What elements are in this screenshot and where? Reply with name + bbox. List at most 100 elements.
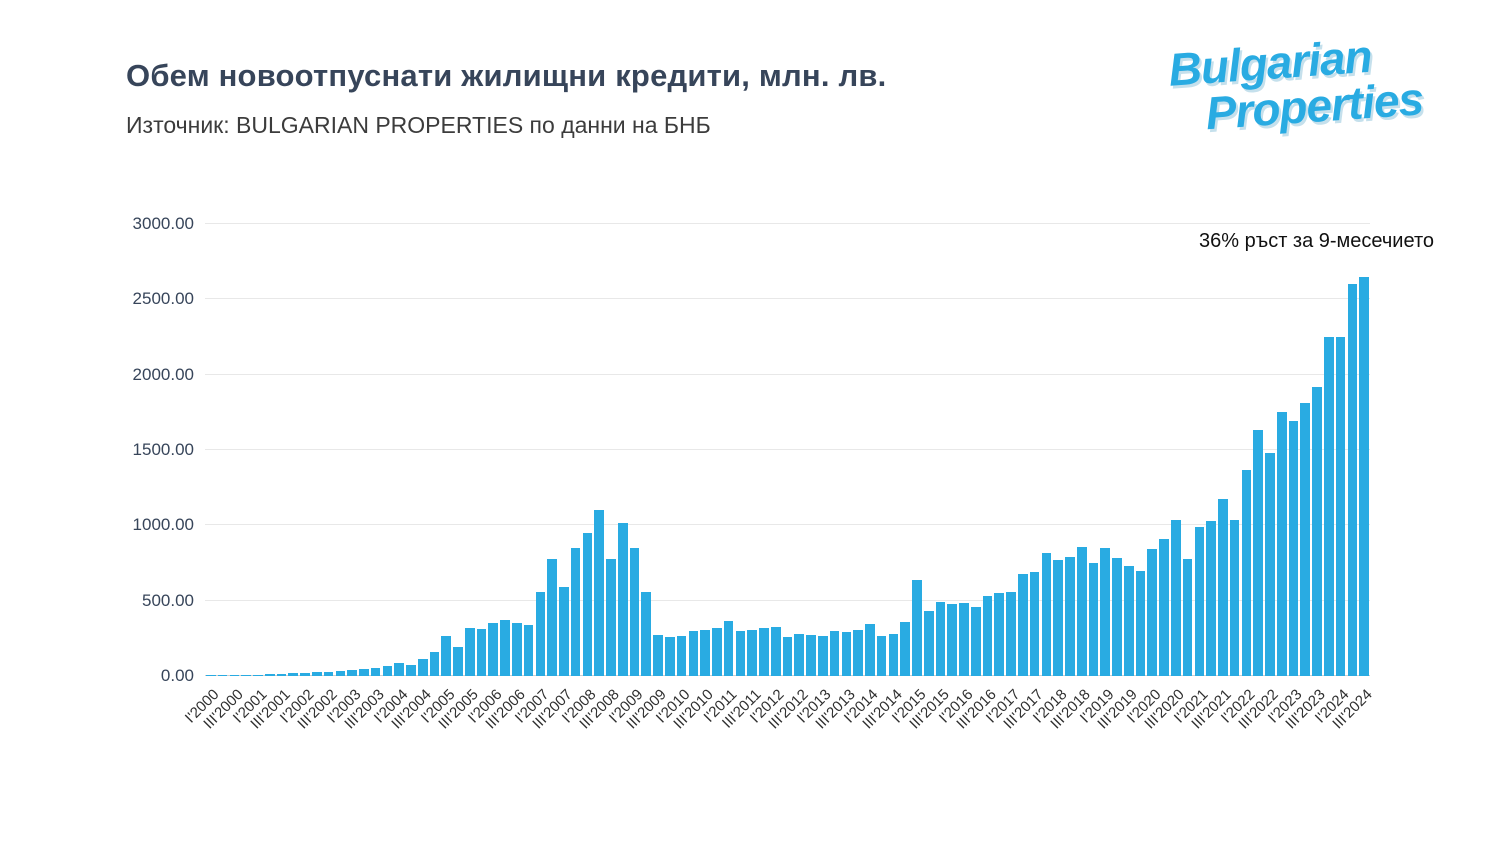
bar-I'2019 [1100,548,1111,676]
bar-III'2012 [794,633,805,676]
bar-II'2008 [594,509,605,676]
bar-IV'2014 [900,622,910,676]
bar-IV'2008 [617,522,628,676]
bar-I'2020 [1147,549,1158,676]
bar-I'2005 [441,636,452,676]
bar-II'2021 [1206,520,1216,676]
chart-subtitle: Източник: BULGARIAN PROPERTIES по данни … [126,112,711,138]
bar-II'2003 [359,669,369,676]
bar-I'2007 [535,591,546,676]
gridline [205,599,1370,601]
bar-IV'2004 [429,651,440,676]
bar-IV'2016 [994,593,1005,676]
bar-II'2009 [641,591,652,676]
plot-area [205,223,1370,676]
bar-IV'2006 [523,625,534,676]
bar-I'2023 [1288,421,1299,676]
bar-III'2020 [1171,519,1181,676]
bar-I'2017 [1006,591,1016,676]
y-axis-labels: 0.00 500.00 1000.00 1500.00 2000.00 2500.00 30… [0,214,194,685]
bar-II'2024 [1347,284,1358,676]
bar-IV'2012 [806,635,816,676]
bar-II'2016 [970,606,981,676]
bar-II'2018 [1065,557,1075,676]
y-axis-tick-label: 500.00 [142,590,194,610]
bar-III'2000 [229,675,240,676]
gridline [205,298,1370,300]
bar-IV'2013 [853,629,863,676]
bar-IV'2015 [947,603,958,676]
bar-II'2017 [1018,573,1028,676]
bar-III'2023 [1312,386,1322,676]
bar-II'2015 [923,610,934,676]
bar-III'2018 [1076,546,1087,676]
bar-IV'2000 [241,674,251,676]
bar-II'2012 [782,636,793,676]
bar-III'2002 [323,671,334,676]
bar-III'2004 [417,658,428,676]
bar-III'2006 [512,622,522,676]
bar-II'2002 [311,672,322,676]
bar-I'2022 [1241,470,1252,676]
bar-IV'2018 [1088,563,1099,676]
bar-III'2010 [700,630,710,676]
y-axis-tick-label: 2000.00 [132,364,194,384]
bar-II'2004 [406,665,416,676]
bar-IV'2023 [1323,337,1334,676]
gridline [205,524,1370,526]
bar-II'2011 [735,631,746,676]
bar-IV'2022 [1276,412,1287,676]
brand-logo: Bulgarian Properties [1167,30,1426,139]
bar-III'2014 [888,633,899,676]
bar-III'2007 [559,586,569,676]
bar-IV'2020 [1182,558,1193,676]
bar-I'2000 [206,675,216,676]
bar-III'2003 [370,667,381,676]
bar-II'2022 [1253,430,1264,676]
bar-I'2002 [300,673,310,676]
bar-I'2012 [770,626,781,676]
chart-title: Обем новоотпуснати жилищни кредити, млн.… [126,58,887,93]
bar-IV'2007 [570,547,581,676]
bar-II'2006 [500,619,510,676]
y-axis-tick-label: 1500.00 [132,440,194,459]
bar-IV'2009 [664,636,675,676]
bar-I'2011 [723,621,734,676]
annotation-label: 36% ръст за 9-месечието [1199,230,1434,252]
bar-III'2008 [606,558,616,676]
bar-IV'2019 [1135,570,1146,676]
bar-IV'2011 [759,628,769,676]
bar-I'2021 [1194,527,1205,676]
bar-I'2008 [582,532,593,676]
brand-logo-line2: Properties [1204,71,1426,139]
y-axis-tick-label: 1000.00 [132,515,194,535]
bar-II'2019 [1112,558,1122,676]
bar-IV'2003 [382,666,393,676]
bar-IV'2010 [712,628,722,676]
y-axis-tick-label: 2500.00 [132,289,194,309]
x-axis-labels: I'2000 III'2000 I'2001 III'2001 I'2002 III'20… [182,680,1376,760]
bar-IV'2021 [1229,519,1240,676]
bar-I'2004 [394,663,404,676]
y-axis-tick-label: 0.00 [160,666,194,685]
bar-III'2013 [841,631,852,676]
bar-III'2015 [935,602,946,676]
bar-I'2015 [912,579,922,676]
bar-III'2021 [1218,498,1228,676]
bar-I'2006 [488,623,499,676]
bar-II'2010 [688,631,699,676]
bar-II'2020 [1159,538,1169,676]
bar-I'2024 [1335,337,1346,676]
bar-II'2013 [829,631,840,676]
bar-II'2000 [217,675,228,676]
bar-I'2013 [817,635,828,676]
bar-III'2016 [982,596,993,676]
bar-I'2003 [347,670,357,676]
bar-I'2014 [865,624,875,676]
bar-II'2005 [453,646,463,676]
bar-III'2009 [653,635,663,676]
bar-III'2024 [1359,276,1369,676]
bar-IV'2002 [335,671,346,676]
bar-II'2014 [876,636,887,676]
bar-I'2009 [629,548,640,676]
